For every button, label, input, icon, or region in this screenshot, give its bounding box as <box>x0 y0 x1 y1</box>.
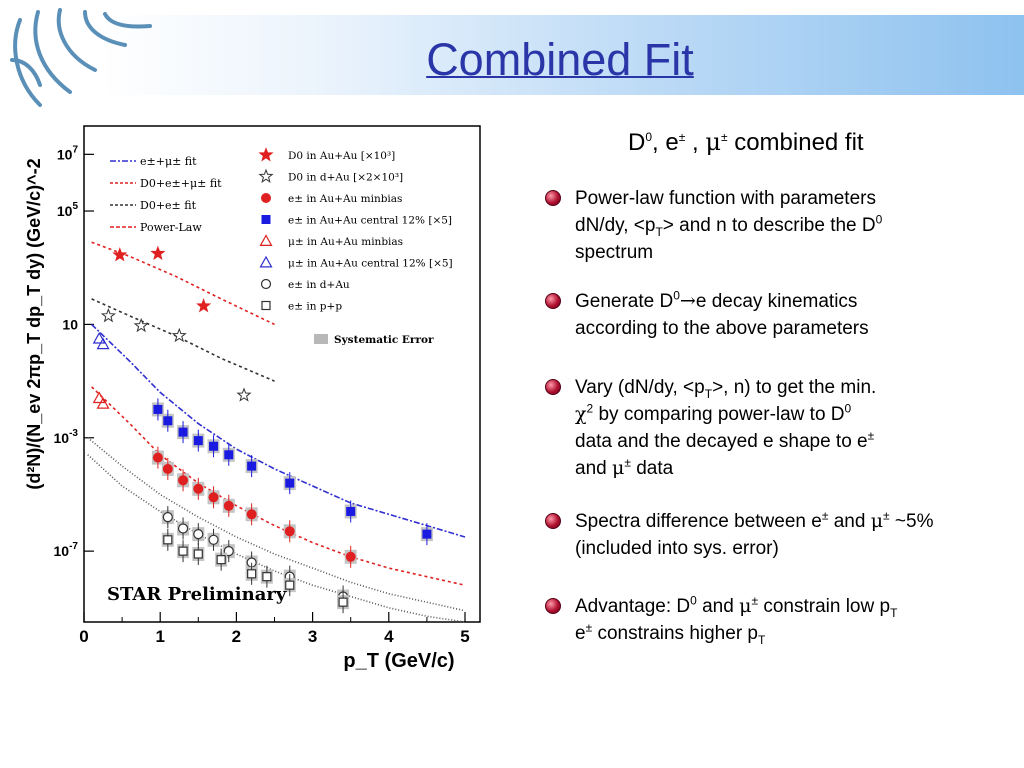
fit-curve <box>87 454 466 623</box>
y-tick-label: 107 <box>57 144 79 162</box>
y-tick-label: 10 <box>62 316 78 332</box>
legend-marker-swatch <box>261 215 271 224</box>
data-point <box>346 506 356 516</box>
data-point <box>133 317 149 333</box>
legend-marker-swatch <box>260 278 272 290</box>
data-point <box>96 337 110 350</box>
y-tick-label: 105 <box>57 201 79 219</box>
legend-systematic-swatch <box>314 334 328 344</box>
data-point <box>96 397 110 409</box>
fit-curve <box>91 386 466 586</box>
data-point <box>193 529 204 540</box>
bullet-dot-icon <box>545 379 561 395</box>
data-point <box>112 247 128 262</box>
x-tick-label: 0 <box>79 627 88 646</box>
legend-line-label: D0+e±+μ± fit <box>140 177 222 190</box>
legend-marker-label: μ± in Au+Au minbias <box>288 236 403 248</box>
data-point <box>193 483 204 494</box>
legend-marker-label: D0 in d+Au [×2×10³] <box>288 172 403 184</box>
university-logo-icon <box>10 8 152 107</box>
legend-marker-swatch <box>259 234 273 247</box>
legend-marker-swatch <box>261 193 271 203</box>
data-point <box>92 331 106 344</box>
data-point <box>345 551 356 562</box>
data-point <box>285 580 295 590</box>
data-point <box>178 546 188 556</box>
plot-frame <box>83 125 481 623</box>
legend-marker-swatch <box>258 168 274 183</box>
data-point <box>193 436 203 446</box>
fit-curve <box>91 241 275 326</box>
data-point <box>178 427 188 437</box>
legend-marker-label: e± in d+Au <box>288 279 350 291</box>
legend-marker-label: μ± in Au+Au central 12% [×5] <box>288 258 453 270</box>
data-point <box>247 569 257 579</box>
data-point <box>422 529 432 539</box>
data-point <box>163 535 173 545</box>
legend-systematic-label: Systematic Error <box>334 334 434 346</box>
data-point <box>224 450 234 460</box>
bullet-dot-icon <box>545 598 561 614</box>
legend-line-label: e±+μ± fit <box>140 155 197 168</box>
legend-line-label: D0+e± fit <box>140 199 197 212</box>
data-point <box>162 463 173 474</box>
legend-marker-label: e± in p+p <box>288 301 342 313</box>
x-tick-label: 3 <box>308 627 317 646</box>
data-point <box>236 387 252 402</box>
data-point <box>92 391 106 404</box>
data-point <box>262 572 272 582</box>
legend-marker-label: e± in Au+Au minbias <box>288 193 402 205</box>
data-point <box>208 534 219 545</box>
bullet-dot-icon <box>545 190 561 206</box>
x-tick-label: 2 <box>232 627 241 646</box>
legend-marker-swatch <box>261 300 271 311</box>
data-point <box>246 509 257 520</box>
data-point <box>162 512 173 523</box>
legend-line-label: Power-Law <box>140 221 202 234</box>
y-axis-label: (d²N)/(N_ev 2πp_T dp_T dy) (GeV/c)^-2 <box>24 158 44 489</box>
spectra-chart: 0 1 2 3 4 5 107 105 10 10-3 10-7 p_T (GeV/c) (d²N)/(… <box>24 125 481 672</box>
data-point <box>177 523 189 534</box>
bullet-dot-icon <box>545 293 561 309</box>
data-point <box>150 245 166 260</box>
data-point <box>152 452 163 463</box>
data-point <box>216 555 226 565</box>
legend-marker-label: D0 in Au+Au [×10³] <box>288 150 395 162</box>
data-point <box>193 549 203 559</box>
legend-marker-swatch <box>259 255 273 268</box>
subtitle: D0, e± , μ± combined fit <box>628 128 864 156</box>
data-point <box>247 461 257 471</box>
y-tick-label: 10-7 <box>54 541 79 559</box>
data-point <box>223 500 234 511</box>
bullet-dot-icon <box>545 513 561 529</box>
x-axis-label: p_T (GeV/c) <box>343 650 454 672</box>
data-point <box>284 526 295 537</box>
x-tick-label: 5 <box>460 627 469 646</box>
slide-title: Combined Fit <box>426 34 694 85</box>
data-point <box>196 298 212 313</box>
legend-marker-swatch <box>258 147 274 162</box>
data-point <box>209 441 219 451</box>
y-tick-label: 10-3 <box>54 428 79 446</box>
header-band <box>100 15 1024 95</box>
data-point <box>178 475 189 486</box>
data-point <box>338 597 348 607</box>
data-point <box>100 307 116 323</box>
data-point <box>171 327 187 343</box>
data-point <box>208 492 219 503</box>
data-point <box>163 416 173 426</box>
x-tick-label: 4 <box>384 627 394 646</box>
star-preliminary-label: STAR Preliminary <box>107 584 287 605</box>
legend-marker-label: e± in Au+Au central 12% [×5] <box>288 215 452 227</box>
x-tick-label: 1 <box>155 627 164 646</box>
data-point <box>153 404 163 414</box>
data-point <box>285 478 295 488</box>
